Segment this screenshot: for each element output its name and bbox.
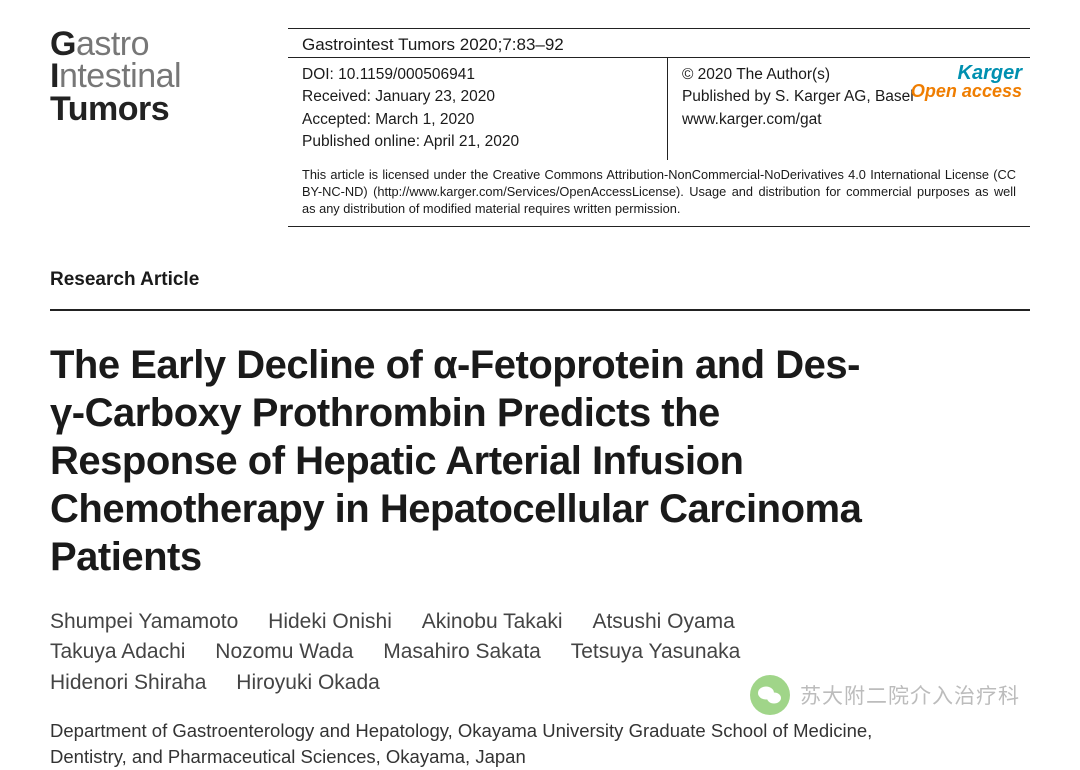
open-access-badge: Open access — [911, 83, 1022, 100]
watermark-text: 苏大附二院介入治疗科 — [800, 680, 1020, 710]
wechat-icon — [750, 675, 790, 715]
author: Atsushi Oyama — [592, 607, 734, 637]
journal-logo: Gastro Intestinal Tumors — [50, 28, 260, 125]
author: Shumpei Yamamoto — [50, 607, 238, 637]
author: Hiroyuki Okada — [236, 668, 380, 698]
chat-icon — [758, 685, 782, 705]
header-row: Gastro Intestinal Tumors Gastrointest Tu… — [50, 28, 1030, 227]
published-text: Published online: April 21, 2020 — [302, 131, 657, 153]
logo-r3: umors — [68, 90, 169, 128]
meta-columns: DOI: 10.1159/000506941 Received: January… — [288, 58, 1030, 160]
author: Akinobu Takaki — [422, 607, 563, 637]
author: Tetsuya Yasunaka — [571, 637, 741, 667]
article-title: The Early Decline of α-Fetoprotein and D… — [50, 341, 870, 581]
meta-right-col: © 2020 The Author(s) Published by S. Kar… — [668, 58, 1030, 160]
received-text: Received: January 23, 2020 — [302, 86, 657, 108]
license-text: This article is licensed under the Creat… — [288, 160, 1030, 226]
publisher-url: www.karger.com/gat — [682, 109, 1020, 131]
doi-text: DOI: 10.1159/000506941 — [302, 64, 657, 86]
author: Hidenori Shiraha — [50, 668, 206, 698]
author: Nozomu Wada — [215, 637, 353, 667]
author: Masahiro Sakata — [383, 637, 541, 667]
author: Hideki Onishi — [268, 607, 392, 637]
metadata-block: Gastrointest Tumors 2020;7:83–92 DOI: 10… — [288, 28, 1030, 227]
watermark: 苏大附二院介入治疗科 — [750, 675, 1020, 715]
logo-g3: T — [50, 90, 68, 128]
citation-line: Gastrointest Tumors 2020;7:83–92 — [288, 29, 1030, 58]
meta-left-col: DOI: 10.1159/000506941 Received: January… — [288, 58, 668, 160]
author: Takuya Adachi — [50, 637, 185, 667]
accepted-text: Accepted: March 1, 2020 — [302, 109, 657, 131]
publisher-brand: Karger Open access — [911, 64, 1022, 100]
affiliation: Department of Gastroenterology and Hepat… — [50, 718, 930, 770]
section-label: Research Article — [50, 269, 1030, 311]
